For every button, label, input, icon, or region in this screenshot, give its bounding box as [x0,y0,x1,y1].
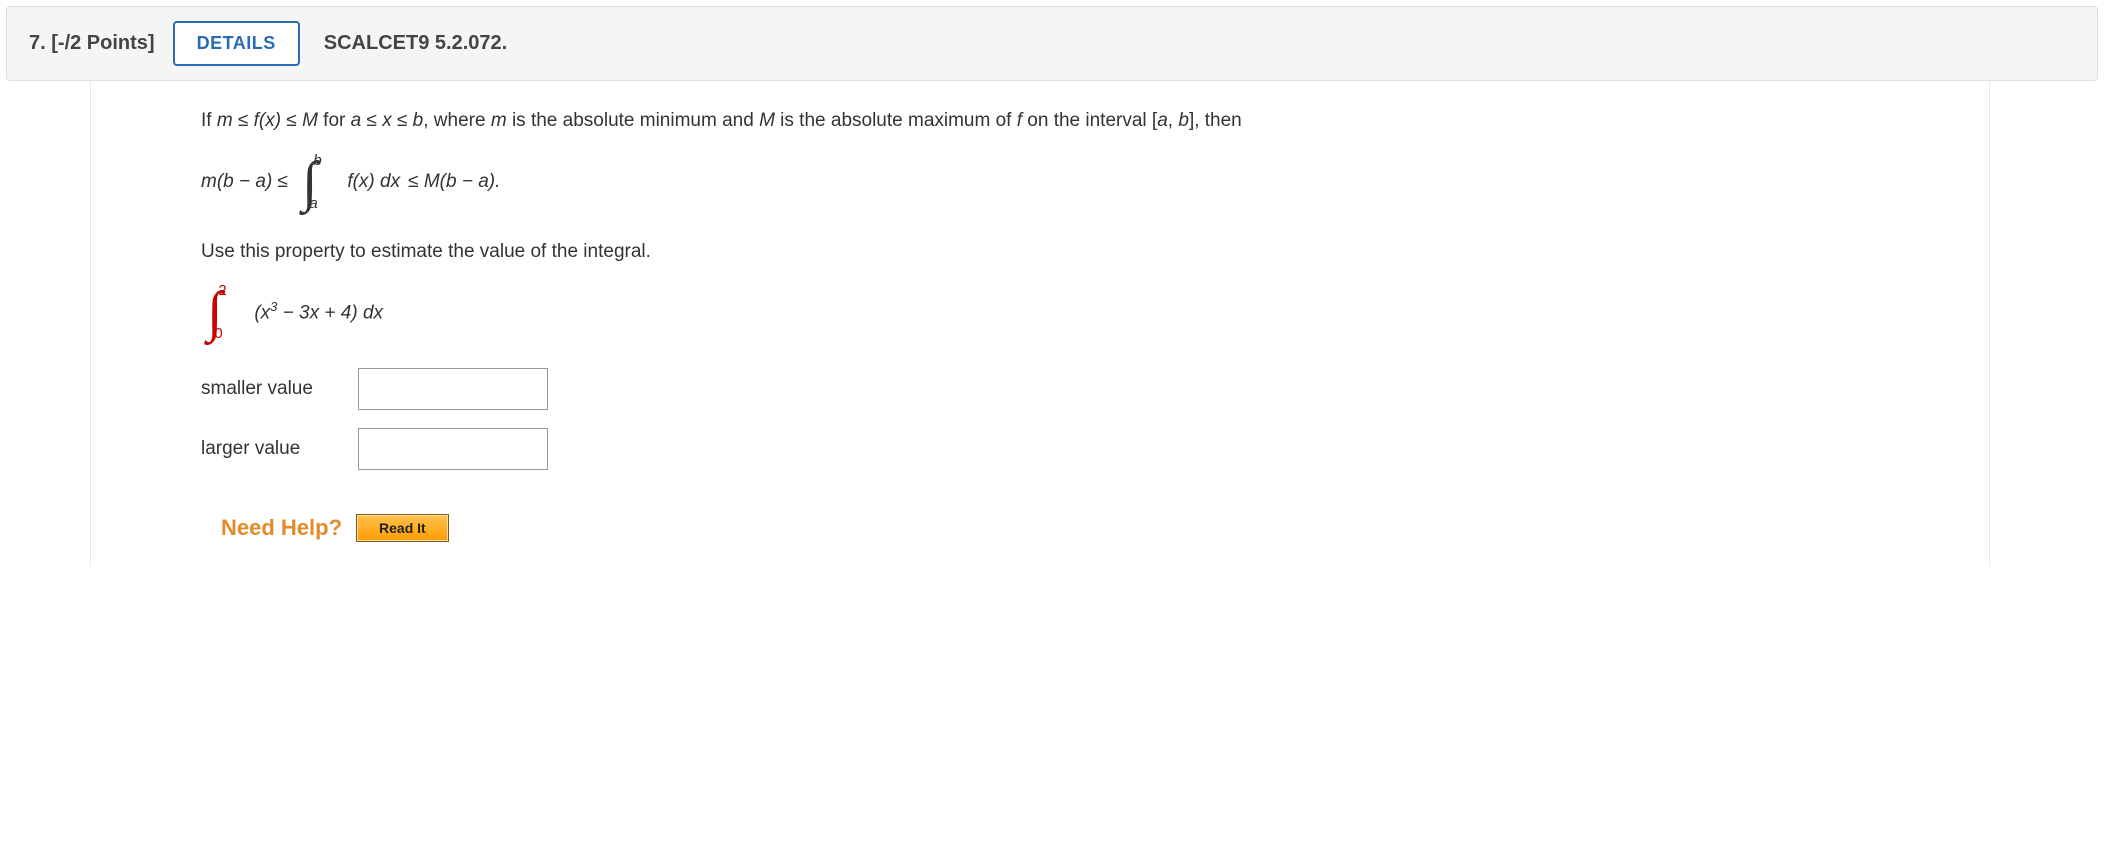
larger-value-label: larger value [201,438,336,460]
theorem-statement: If m ≤ f(x) ≤ M for a ≤ x ≤ b, where m i… [201,107,1989,136]
question-body: If m ≤ f(x) ≤ M for a ≤ x ≤ b, where m i… [90,81,1990,566]
smaller-value-row: smaller value [201,368,1989,410]
inequality-formula: m(b − a) ≤ ∫ b a f(x) dx ≤ M(b − a). [201,154,1989,210]
smaller-value-label: smaller value [201,378,336,400]
larger-value-row: larger value [201,428,1989,470]
details-button[interactable]: DETAILS [173,21,300,66]
help-section: Need Help? Read It [201,514,1989,542]
instruction-text: Use this property to estimate the value … [201,238,1989,267]
integral-symbol-red: ∫ 2 0 [205,284,224,340]
smaller-value-input[interactable] [358,368,548,410]
read-it-button[interactable]: Read It [356,514,449,542]
integral-symbol: ∫ b a [300,154,319,210]
need-help-label: Need Help? [221,515,342,541]
problem-integral: ∫ 2 0 (x3 − 3x + 4) dx [201,284,1989,340]
question-header: 7. [-/2 Points] DETAILS SCALCET9 5.2.072… [6,6,2098,81]
larger-value-input[interactable] [358,428,548,470]
source-reference: SCALCET9 5.2.072. [324,32,507,55]
question-number: 7. [-/2 Points] [29,32,155,55]
